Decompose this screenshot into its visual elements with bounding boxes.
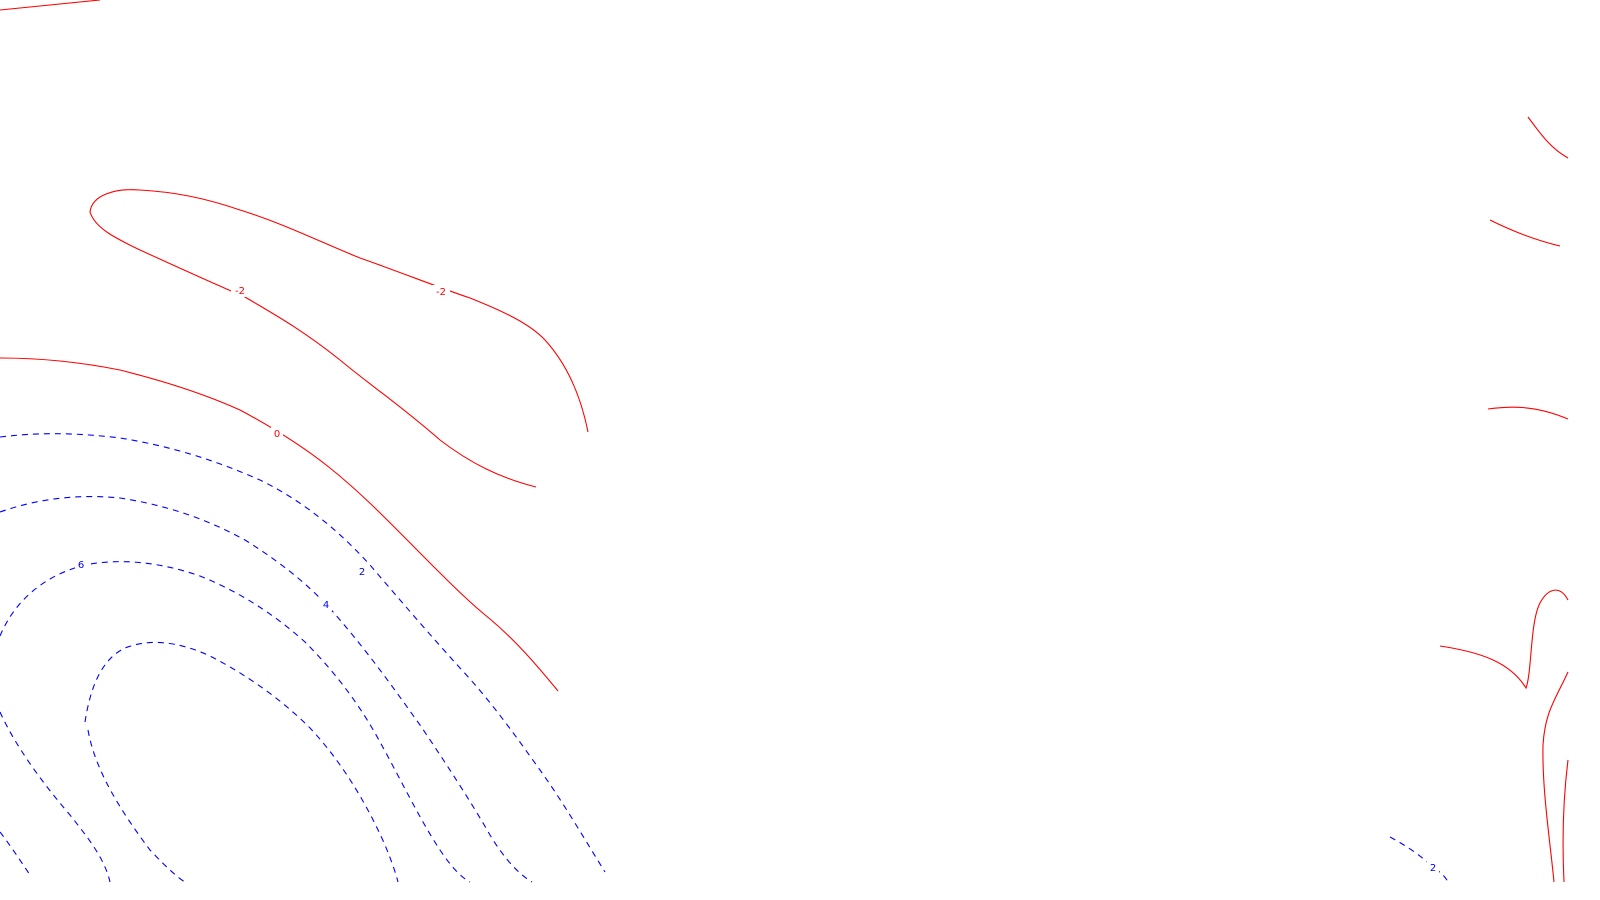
contour-line-pos-bottom-left	[0, 831, 31, 876]
contour-label-pos2-right: 2	[1427, 861, 1439, 874]
contour-line-right-top	[1527, 116, 1569, 159]
contour-line-pos-inner-bottom	[87, 729, 186, 883]
svg-text:6: 6	[78, 560, 84, 571]
contour-line-pos8	[84, 641, 399, 883]
contour-line-right-upper	[1489, 219, 1561, 247]
contour-labels: -2 -2 0 2 4 6 2	[75, 284, 1439, 874]
contour-line-right-edge	[1562, 759, 1569, 883]
contour-line-pos-left-lower	[0, 711, 111, 883]
contour-label-pos4: 4	[320, 598, 332, 611]
contour-line-neg2-loop	[89, 189, 589, 488]
contour-label-neg2-a: -2	[231, 284, 249, 297]
contour-line-right-middle	[1487, 406, 1569, 420]
contour-label-neg2-b: -2	[432, 285, 450, 298]
contour-line-pos2-right	[1389, 836, 1449, 883]
svg-text:-2: -2	[436, 287, 446, 298]
contour-line-pos6	[0, 561, 471, 883]
positive-contours	[0, 433, 1449, 883]
contour-line-right-lower	[1439, 589, 1569, 690]
contour-line-right-bottom	[1542, 671, 1569, 883]
svg-text:0: 0	[274, 429, 280, 440]
contour-line-top-left-fragment	[0, 0, 101, 11]
contour-label-pos2: 2	[356, 565, 368, 578]
svg-text:2: 2	[1430, 863, 1436, 874]
contour-line-zero	[0, 357, 559, 692]
svg-text:4: 4	[323, 600, 329, 611]
contour-label-pos6: 6	[75, 558, 87, 571]
svg-text:2: 2	[359, 567, 365, 578]
negative-contours	[0, 0, 1569, 883]
contour-label-zero: 0	[271, 427, 283, 440]
contour-line-pos4	[0, 495, 533, 883]
svg-text:-2: -2	[235, 286, 245, 297]
contour-line-pos2	[0, 433, 606, 873]
